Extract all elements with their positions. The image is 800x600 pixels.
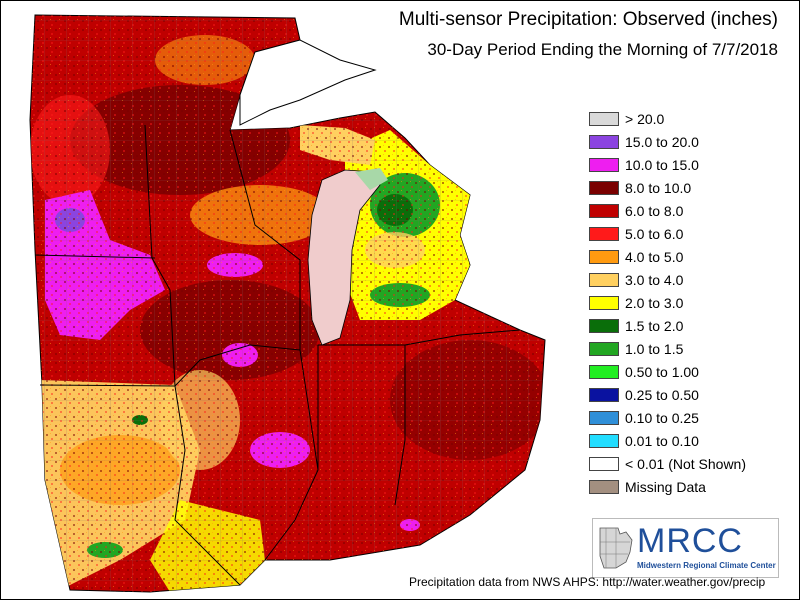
midwest-map-icon — [599, 527, 633, 569]
legend-label: 5.0 to 6.0 — [625, 226, 684, 242]
logo-subtext: Midwestern Regional Climate Center — [637, 561, 776, 570]
legend-swatch — [589, 273, 619, 287]
legend-label: 10.0 to 15.0 — [625, 157, 699, 173]
legend-swatch — [589, 158, 619, 172]
lake-michigan-north — [355, 168, 388, 190]
legend-label: < 0.01 (Not Shown) — [625, 456, 747, 472]
legend-swatch — [589, 112, 619, 126]
legend-swatch — [589, 365, 619, 379]
legend-swatch — [589, 135, 619, 149]
legend-swatch — [589, 204, 619, 218]
legend-label: > 20.0 — [625, 111, 665, 127]
legend-label: 0.25 to 0.50 — [625, 387, 699, 403]
legend-label: 1.5 to 2.0 — [625, 318, 684, 334]
legend-swatch — [589, 457, 619, 471]
legend-label: 4.0 to 5.0 — [625, 249, 684, 265]
legend-swatch — [589, 480, 619, 494]
legend-label: Missing Data — [625, 479, 706, 495]
mrcc-logo: MRCC Midwestern Regional Climate Center — [592, 518, 779, 578]
legend-label: 1.0 to 1.5 — [625, 341, 684, 357]
logo-text: MRCC — [637, 522, 743, 560]
legend-label: 0.50 to 1.00 — [625, 364, 699, 380]
lake-superior — [239, 39, 377, 126]
legend-swatch — [589, 227, 619, 241]
legend-label: 8.0 to 10.0 — [625, 180, 692, 196]
legend-swatch — [589, 388, 619, 402]
legend-label: 3.0 to 4.0 — [625, 272, 684, 288]
legend-swatch — [589, 250, 619, 264]
legend-label: 0.10 to 0.25 — [625, 410, 699, 426]
legend-swatch — [589, 434, 619, 448]
state-borders — [34, 124, 521, 586]
map-title: Multi-sensor Precipitation: Observed (in… — [398, 9, 778, 30]
legend-label: 2.0 to 3.0 — [625, 295, 684, 311]
legend-label: 0.01 to 0.10 — [625, 433, 699, 449]
legend-swatch — [589, 181, 619, 195]
data-source-footer: Precipitation data from NWS AHPS: http:/… — [409, 575, 766, 589]
legend-swatch — [589, 296, 619, 310]
legend-label: 15.0 to 20.0 — [625, 134, 699, 150]
legend-swatch — [589, 342, 619, 356]
region-green-ohio — [514, 480, 526, 490]
legend-label: 6.0 to 8.0 — [625, 203, 684, 219]
legend-swatch — [589, 411, 619, 425]
legend-swatch — [589, 319, 619, 333]
map-subtitle: 30-Day Period Ending the Morning of 7/7/… — [427, 40, 778, 59]
